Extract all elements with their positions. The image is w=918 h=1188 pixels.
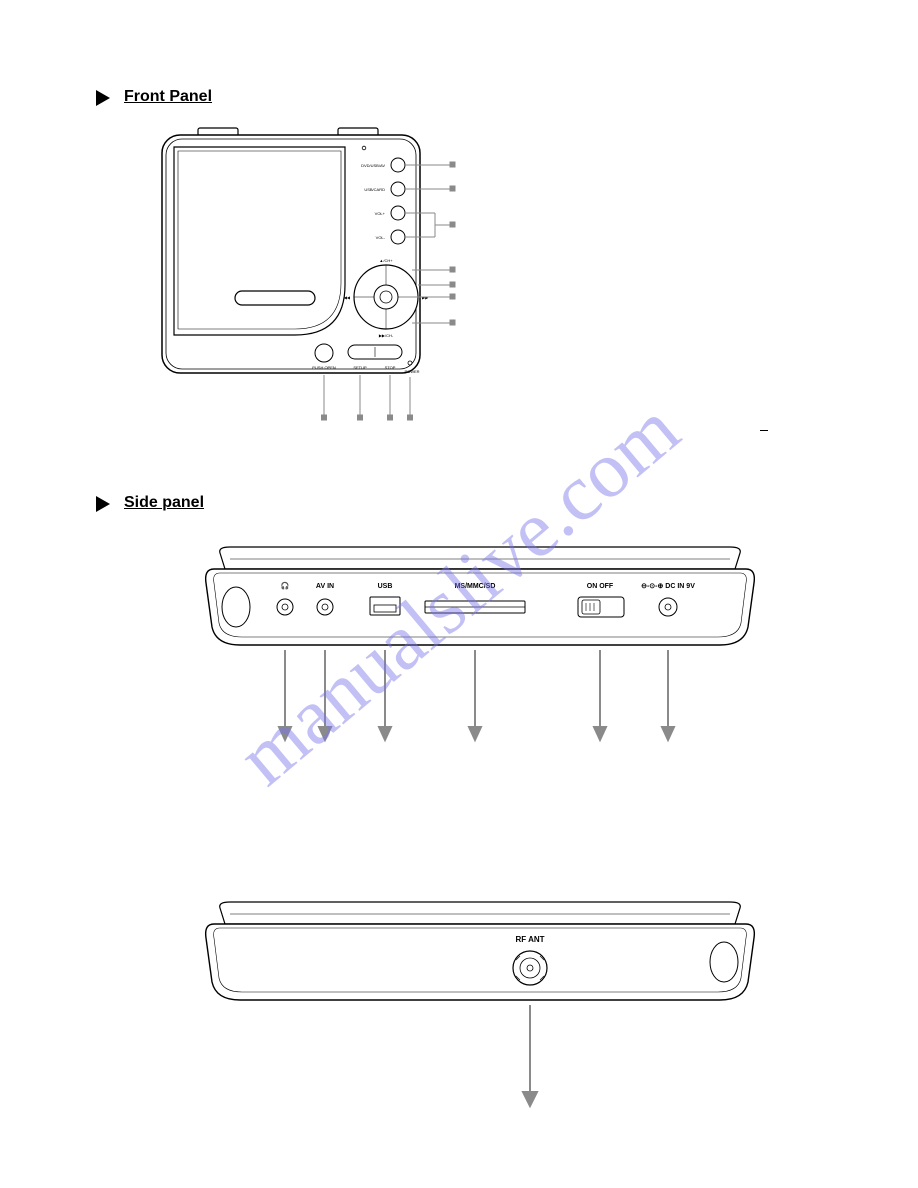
svg-text:🎧: 🎧 [281, 581, 290, 590]
stray-mark [760, 430, 768, 431]
side-panel-diagram-2: RF ANT [200, 900, 760, 1120]
label-card: MS/MMC/SD [455, 583, 496, 590]
svg-text:PUSH OPEN: PUSH OPEN [312, 365, 336, 370]
triangle-bullet-icon [96, 496, 110, 512]
svg-text:POWER: POWER [404, 369, 419, 374]
label-rf-ant: RF ANT [515, 935, 544, 944]
label-btn2: USB/CARD [364, 187, 385, 192]
label-btn3: VOL+ [375, 211, 386, 216]
triangle-bullet-icon [96, 90, 110, 106]
label-btn1: DVD/USB/AV [361, 163, 385, 168]
label-av-in: AV IN [316, 583, 334, 590]
side-panel-diagram-1: 🎧 AV IN USB MS/MMC/SD ON OFF ⊖-⊙-⊕ DC IN… [200, 545, 760, 765]
front-panel-diagram: DVD/USB/AV USB/CARD VOL+ VOL- ▲/CH+ ▶▶/C… [150, 125, 470, 425]
heading-front-panel: Front Panel [124, 88, 212, 106]
svg-text:▶▶/CH-: ▶▶/CH- [379, 333, 394, 338]
manual-page: Front Panel DVD/USB/AV USB/CARD VOL+ [0, 0, 918, 1188]
svg-text:◀◀: ◀◀ [344, 295, 351, 300]
label-onoff: ON OFF [587, 583, 614, 590]
svg-text:STOP: STOP [385, 365, 396, 370]
heading-side-panel: Side panel [124, 494, 204, 512]
svg-text:SETUP: SETUP [353, 365, 367, 370]
svg-text:▲/CH+: ▲/CH+ [379, 258, 393, 263]
label-usb: USB [378, 583, 393, 590]
label-btn4: VOL- [376, 235, 386, 240]
label-dcin: ⊖-⊙-⊕ DC IN 9V [641, 583, 695, 590]
